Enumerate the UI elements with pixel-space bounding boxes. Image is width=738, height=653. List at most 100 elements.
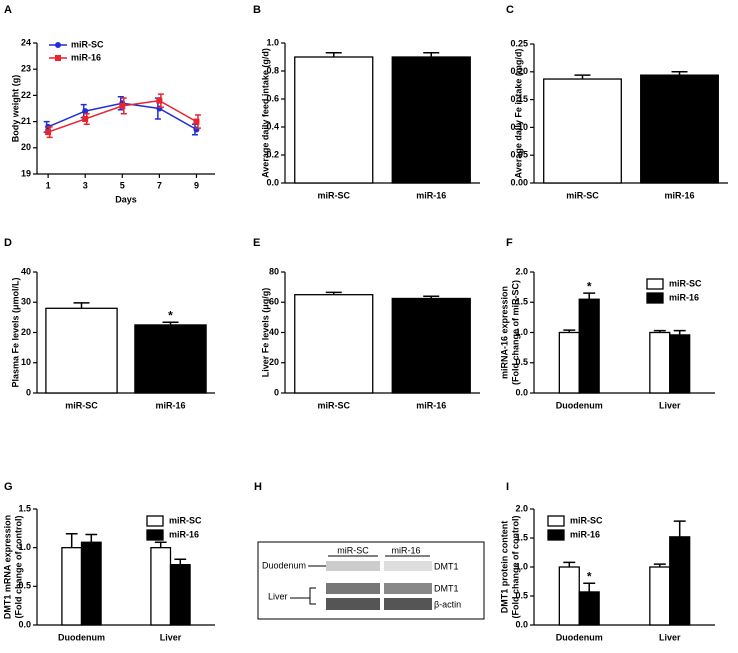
band: [384, 598, 432, 610]
y-tick-label: 1.0: [18, 542, 31, 552]
bar: [391, 56, 471, 184]
error-bar: [65, 532, 78, 548]
legend-marker: [55, 42, 61, 48]
legend-label: miR-SC: [570, 515, 603, 525]
y-tick-label: 24: [21, 37, 31, 47]
y-tick-label: 20: [269, 357, 279, 367]
error-bar: [673, 520, 686, 537]
x-tick-label: 5: [120, 180, 125, 190]
error-bar: [583, 292, 596, 300]
bar: [169, 564, 191, 626]
band: [326, 561, 380, 571]
legend-label: miR-16: [169, 529, 199, 539]
x-tick-label: miR-16: [416, 400, 446, 410]
y-axis-label: DMT1 protein content: [499, 521, 509, 614]
annotation: *: [168, 308, 173, 322]
legend-swatch: [547, 529, 565, 541]
error-bar: [671, 71, 688, 76]
legend-label: miR-16: [570, 529, 600, 539]
y-axis-label: Plasma Fe levels (μmol/L): [10, 277, 20, 387]
y-tick-label: 0.6: [266, 93, 279, 103]
error-bar: [154, 541, 167, 548]
marker: [45, 129, 52, 136]
y-axis-label: (Fold change of control): [13, 516, 23, 619]
x-tick-label: miR-SC: [65, 400, 98, 410]
error-bar: [563, 561, 576, 567]
band: [384, 583, 432, 594]
blot-frame: [257, 541, 485, 620]
panel-letter: H: [254, 481, 262, 493]
error-bar: [423, 52, 440, 57]
y-axis-label: (Fold change of miR-SC): [510, 280, 520, 385]
panel-letter: E: [253, 237, 260, 249]
y-tick-label: 0.2: [266, 149, 279, 159]
panel-letter: B: [253, 4, 261, 16]
legend-label: miR-SC: [169, 515, 202, 525]
x-tick-label: miR-SC: [566, 190, 599, 200]
bar: [61, 547, 83, 626]
legend-swatch: [146, 529, 164, 541]
error-bar: [423, 295, 440, 299]
bar: [578, 591, 600, 626]
error-bar: [653, 563, 666, 567]
y-tick-label: 1.5: [515, 297, 528, 307]
legend-swatch: [646, 278, 664, 290]
y-tick-label: 0.15: [510, 94, 528, 104]
y-tick-label: 1.5: [515, 532, 528, 542]
y-tick-label: 0: [274, 387, 279, 397]
panel-letter: D: [4, 237, 12, 249]
y-tick-label: 20: [21, 142, 31, 152]
y-tick-label: 2.0: [515, 503, 528, 513]
legend-label: miR-16: [669, 292, 699, 302]
connector: [290, 587, 316, 605]
panel-letter: F: [506, 237, 513, 249]
error-bar: [325, 291, 342, 295]
y-tick-label: 0.00: [510, 177, 528, 187]
band: [326, 598, 380, 610]
y-tick-label: 2.0: [515, 266, 528, 276]
bar: [578, 298, 600, 394]
x-tick-label: miR-16: [155, 400, 185, 410]
y-axis-label: Liver Fe levels (μg/g): [260, 288, 270, 378]
y-tick-label: 30: [21, 297, 31, 307]
bar: [80, 541, 102, 626]
legend-label: miR-SC: [71, 39, 104, 49]
y-tick-label: 0.25: [510, 38, 528, 48]
legend-label: miR-16: [71, 52, 101, 62]
error-bar: [174, 558, 187, 565]
x-tick-label: miR-SC: [317, 400, 350, 410]
legend-swatch: [547, 515, 565, 527]
error-bar: [162, 321, 179, 325]
y-tick-label: 40: [21, 266, 31, 276]
legend-label: miR-SC: [669, 278, 702, 288]
y-tick-label: 0.10: [510, 122, 528, 132]
band-label: β-actin: [434, 599, 461, 609]
y-axis-label: Average daily Fe intake (mg/d): [513, 49, 523, 179]
y-tick-label: 1.0: [266, 37, 279, 47]
bar: [391, 297, 471, 394]
y-axis-label: (Fold change of control): [510, 516, 520, 619]
band: [326, 583, 380, 594]
y-tick-label: 1.0: [515, 561, 528, 571]
error-bar: [653, 329, 666, 333]
x-axis-label: Days: [115, 194, 137, 204]
bar: [669, 536, 691, 626]
bar: [294, 56, 374, 184]
y-tick-label: 0.0: [515, 387, 528, 397]
bar: [134, 324, 207, 394]
panel-letter: C: [506, 4, 514, 16]
y-tick-label: 20: [21, 327, 31, 337]
error-bar: [73, 302, 90, 309]
y-tick-label: 80: [269, 266, 279, 276]
group-label: miR-16: [391, 545, 420, 555]
error-bar: [574, 74, 591, 80]
y-tick-label: 0.4: [266, 121, 279, 131]
x-tick-label: Liver: [160, 632, 182, 642]
y-tick-label: 19: [21, 168, 31, 178]
x-tick-label: miR-SC: [317, 190, 350, 200]
y-tick-label: 0.5: [18, 581, 31, 591]
x-tick-label: 3: [83, 180, 88, 190]
x-tick-label: miR-16: [664, 190, 694, 200]
x-tick-label: 9: [194, 180, 199, 190]
